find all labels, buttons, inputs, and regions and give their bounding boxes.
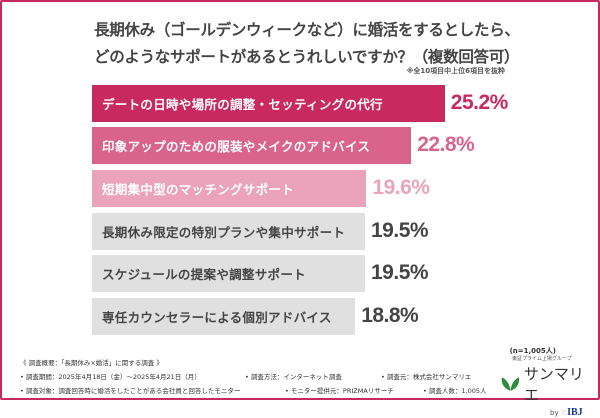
- value-label: 19.5%: [371, 219, 429, 242]
- survey-source: • 調査元：株式会社サンマリエ: [381, 373, 472, 381]
- bar-label: 専任カウンセラーによる個別アドバイス: [102, 310, 332, 325]
- note: ※全10項目中上位6項目を抜粋: [406, 67, 505, 75]
- bar: スケジュールの提案や調整サポート: [92, 255, 365, 292]
- bar-label: スケジュールの提案や調整サポート: [102, 267, 306, 282]
- survey-target: • 調査対象：調査回答時に婚活をしたことがある会社員と回答したモニター: [20, 387, 241, 395]
- bar: 専任カウンセラーによる個別アドバイス: [92, 298, 356, 335]
- survey-method: • 調査方法：インターネット調査: [245, 373, 342, 381]
- monitor-provider: • モニター提供元：PRIZMAリサーチ: [285, 387, 394, 395]
- sample-size: (n=1,005人): [509, 347, 556, 355]
- value-label: 18.8%: [361, 304, 419, 327]
- title-line-1: 長期休み（ゴールデンウィークなど）に婚活をするとしたら、: [94, 21, 520, 39]
- logo-ibj: IBJ: [567, 407, 583, 418]
- logo-name: サンマリエ: [523, 365, 584, 404]
- frame: [0, 0, 600, 400]
- title-line-2: どのようなサポートがあるとうれしいですか？（複数回答可）: [94, 48, 520, 66]
- leaf-icon: [501, 377, 520, 391]
- bar: 長期休み限定の特別プランや集中サポート: [92, 213, 365, 250]
- value-label: 19.6%: [372, 176, 430, 199]
- sunmarie-logo: 東証プライム上場グループ サンマリエ by ♡IBJ: [500, 355, 595, 418]
- footer-row-1: • 調査期間：2025年4月18日（金）～2025年4月21日（月） • 調査方法…: [20, 371, 471, 381]
- bar-label: 短期集中型のマッチングサポート: [102, 182, 295, 197]
- logo-by-text: by: [550, 409, 559, 417]
- footer-row-2: • 調査対象：調査回答時に婚活をしたことがある会社員と回答したモニター • モニタ…: [20, 385, 487, 395]
- bar-label: デートの日時や場所の調整・セッティングの代行: [102, 97, 383, 112]
- bar: デートの日時や場所の調整・セッティングの代行: [92, 85, 445, 122]
- footer-heading: 《 調査概要：「長期休み×婚活」に関する調査 》: [20, 359, 163, 367]
- bar: 短期集中型のマッチングサポート: [92, 170, 367, 207]
- value-label: 19.5%: [371, 261, 429, 284]
- chart-title: 長期休み（ゴールデンウィークなど）に婚活をするとしたら、 どのようなサポートがあ…: [94, 17, 520, 71]
- bar-label: 印象アップのための服装やメイクのアドバイス: [102, 139, 371, 154]
- value-label: 22.8%: [417, 133, 475, 156]
- logo-group: 東証プライム上場グループ: [512, 356, 572, 362]
- value-label: 25.2%: [450, 91, 509, 114]
- logo-name-row: サンマリエ: [500, 363, 595, 405]
- survey-count: • 調査人数：1,005人: [423, 387, 487, 395]
- bar: 印象アップのための服装やメイクのアドバイス: [92, 127, 412, 164]
- logo-by: by ♡IBJ: [550, 407, 595, 418]
- survey-period: • 調査期間：2025年4月18日（金）～2025年4月21日（月）: [20, 373, 201, 381]
- bar-label: 長期休み限定の特別プランや集中サポート: [102, 225, 346, 240]
